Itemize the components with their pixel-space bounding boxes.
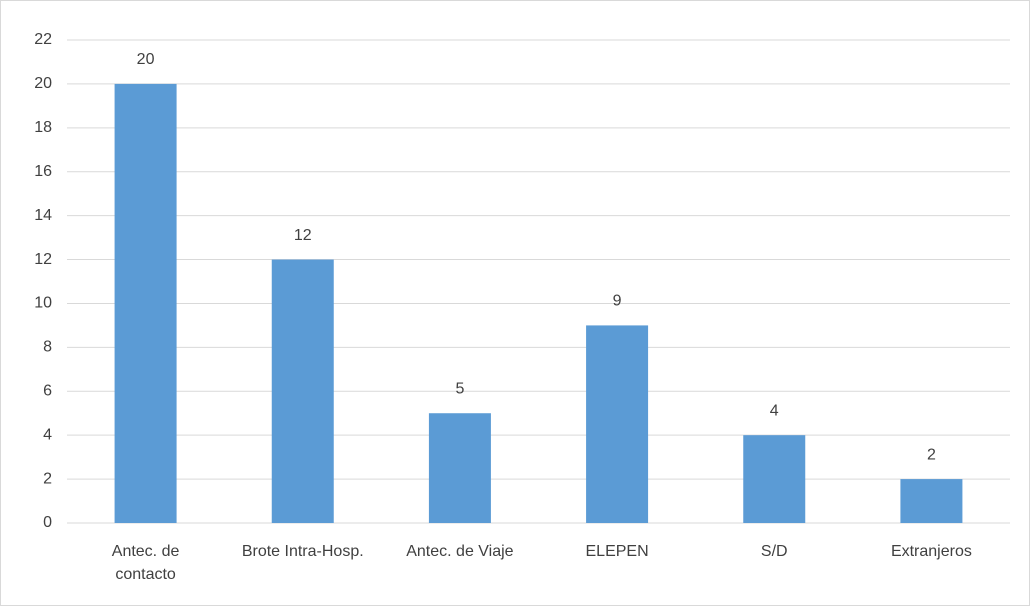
data-label: 5	[455, 380, 464, 397]
bar	[114, 83, 177, 523]
y-tick-label: 16	[34, 163, 52, 180]
bar	[428, 413, 491, 523]
y-tick-label: 14	[34, 207, 52, 224]
x-tick-label: S/D	[760, 543, 788, 560]
bar	[271, 259, 334, 523]
data-label: 2	[927, 446, 936, 463]
data-label: 4	[770, 402, 779, 419]
y-tick-label: 10	[34, 295, 52, 312]
y-tick-label: 2	[43, 470, 52, 487]
y-tick-label: 0	[43, 514, 52, 531]
bar	[743, 435, 806, 523]
y-tick-label: 6	[43, 382, 52, 399]
y-tick-label: 22	[34, 31, 52, 48]
x-tick-label: Brote Intra-Hosp.	[241, 543, 364, 560]
y-tick-label: 8	[43, 339, 52, 356]
y-tick-label: 12	[34, 251, 52, 268]
data-label: 12	[294, 227, 312, 244]
y-tick-label: 4	[43, 426, 52, 443]
y-tick-label: 18	[34, 119, 52, 136]
x-tick-label: Antec. de Viaje	[406, 543, 514, 560]
y-tick-label: 20	[34, 75, 52, 92]
bar	[586, 325, 649, 523]
x-tick-label: Extranjeros	[890, 543, 972, 560]
bar	[900, 479, 963, 523]
data-label: 20	[137, 51, 155, 68]
x-tick-label: ELEPEN	[585, 543, 649, 560]
x-tick-label: Antec. de contacto	[111, 543, 180, 583]
data-label: 9	[613, 293, 622, 310]
